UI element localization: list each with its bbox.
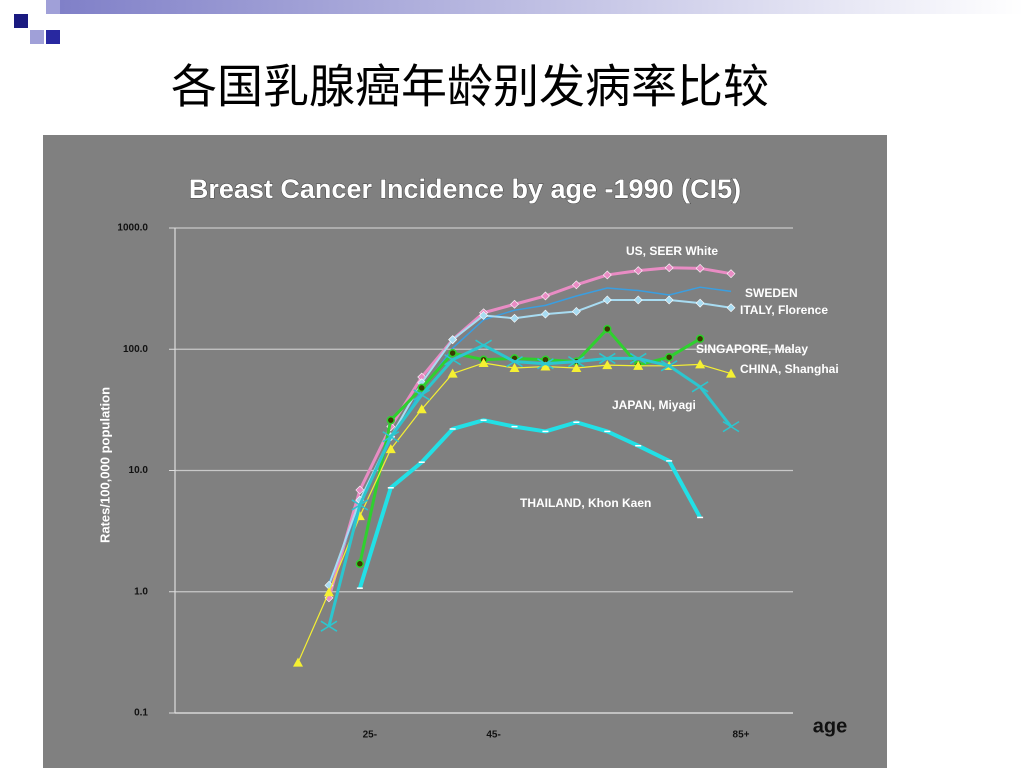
x-tick-label: 85+ <box>733 730 750 741</box>
slide-title: 各国乳腺癌年龄别发病率比较 <box>171 60 769 114</box>
marker <box>726 269 736 279</box>
marker <box>323 587 334 597</box>
marker <box>413 389 431 401</box>
x-tick-label: 25- <box>363 730 377 741</box>
series-label: THAILAND, Khon Kaen <box>520 496 651 510</box>
marker <box>351 499 369 511</box>
marker <box>479 311 489 320</box>
chart-title: Breast Cancer Incidence by age -1990 (CI… <box>189 174 741 204</box>
y-tick-label: 10.0 <box>129 465 149 476</box>
marker <box>603 324 612 334</box>
series-label: ITALY, Florence <box>740 303 828 317</box>
marker <box>695 263 705 273</box>
y-tick-label: 0.1 <box>134 708 148 719</box>
series-label: SINGAPORE, Malay <box>696 342 808 356</box>
marker <box>567 356 585 368</box>
marker <box>444 354 462 366</box>
chart-panel <box>43 135 887 768</box>
marker <box>448 335 458 345</box>
marker <box>320 620 338 632</box>
marker <box>417 383 426 393</box>
marker <box>664 263 674 273</box>
decoration <box>14 0 1024 44</box>
marker <box>695 334 705 344</box>
series-line <box>357 418 702 589</box>
marker <box>510 299 519 309</box>
x-tick-label: 45- <box>486 730 500 741</box>
marker <box>664 352 674 362</box>
marker <box>416 404 427 414</box>
marker <box>633 360 644 370</box>
series-line <box>327 343 733 627</box>
marker <box>540 361 551 371</box>
series-line <box>327 266 732 599</box>
marker <box>382 431 400 443</box>
marker <box>541 309 550 319</box>
marker <box>602 270 612 280</box>
series-label: JAPAN, Miyagi <box>612 398 696 412</box>
marker <box>602 295 612 305</box>
marker <box>324 593 334 603</box>
marker <box>355 559 365 569</box>
marker <box>506 356 523 368</box>
marker <box>509 363 520 373</box>
marker <box>541 291 550 301</box>
marker <box>355 485 365 495</box>
marker <box>633 295 643 305</box>
marker <box>695 298 705 308</box>
marker <box>447 368 458 378</box>
series-line <box>358 327 701 565</box>
marker <box>629 352 647 365</box>
marker <box>722 421 740 433</box>
y-tick-label: 1000.0 <box>117 223 148 234</box>
marker <box>448 348 457 358</box>
marker <box>571 280 581 290</box>
marker <box>385 444 396 454</box>
y-axis-label: Rates/100,000 population <box>97 387 112 543</box>
series-label: SWEDEN <box>745 286 798 300</box>
marker <box>475 339 492 351</box>
marker <box>571 363 582 373</box>
y-tick-label: 100.0 <box>123 344 148 355</box>
marker <box>386 415 396 425</box>
marker <box>571 307 581 316</box>
marker <box>726 303 736 313</box>
marker <box>660 360 678 372</box>
marker <box>691 381 709 393</box>
x-axis-label: age <box>813 715 847 737</box>
marker <box>293 657 303 667</box>
series-label: CHINA, Shanghai <box>740 362 839 376</box>
marker <box>633 266 643 276</box>
marker <box>510 313 519 323</box>
marker <box>664 295 674 305</box>
y-tick-label: 1.0 <box>134 586 148 597</box>
marker <box>598 352 616 365</box>
marker <box>478 358 489 368</box>
marker <box>537 358 554 370</box>
marker <box>695 359 706 369</box>
marker <box>726 368 737 378</box>
marker <box>602 360 613 370</box>
series-label: US, SEER White <box>626 244 718 258</box>
